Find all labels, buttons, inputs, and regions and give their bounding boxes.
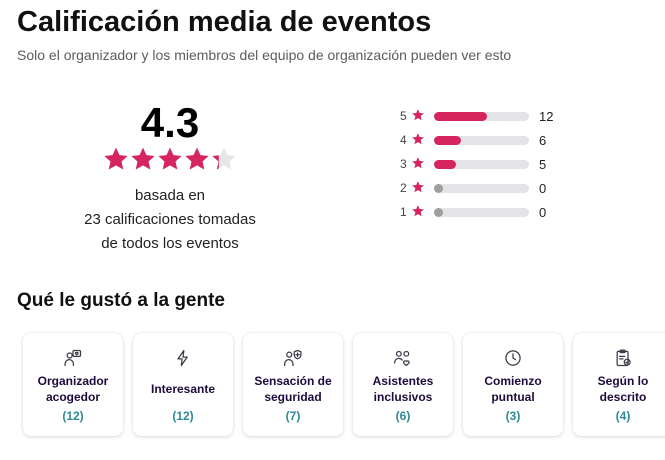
average-rating-value: 4.3 (140, 99, 200, 146)
distribution-bar (434, 135, 529, 145)
distribution-star-label: 3 (400, 157, 407, 171)
distribution-row-2: 2 0 (400, 176, 660, 200)
liked-card[interactable]: Asistentes inclusivos (6) (353, 333, 453, 436)
rating-basis-line: de todos los eventos (101, 235, 239, 252)
distribution-bar (434, 111, 529, 121)
star-icon (411, 108, 427, 124)
distribution-row-3: 3 5 (400, 152, 660, 176)
liked-card[interactable]: Según lo descrito (4) (573, 333, 665, 436)
distribution-count: 12 (539, 108, 554, 124)
page-title: Calificación media de eventos (17, 6, 432, 38)
distribution-star-label: 5 (400, 109, 407, 123)
rating-basis-line: basada en (134, 187, 206, 204)
star-icon (411, 180, 427, 196)
heart-chat-person-icon (62, 347, 84, 369)
rating-star-icon (158, 147, 182, 170)
distribution-star-label: 2 (400, 181, 407, 195)
liked-card[interactable]: Comienzo puntual (3) (463, 333, 563, 436)
distribution-bar-fill (434, 207, 443, 217)
distribution-bar (434, 183, 529, 193)
distribution-count: 0 (539, 180, 547, 196)
distribution-star-label: 1 (400, 205, 407, 219)
distribution-star-label: 4 (400, 133, 407, 147)
liked-card-label: Organizador acogedor (37, 374, 109, 404)
rating-star-icon (185, 147, 209, 170)
distribution-count: 5 (539, 156, 547, 172)
average-rating-stars (40, 146, 300, 172)
distribution-bar-fill (434, 159, 457, 169)
distribution-row-1: 1 0 (400, 200, 660, 224)
liked-card-count: (3) (505, 409, 521, 423)
distribution-count: 6 (539, 132, 547, 148)
liked-card[interactable]: Sensación de seguridad (7) (243, 333, 343, 436)
liked-card-label: Sensación de seguridad (254, 374, 332, 404)
clipboard-check-icon (612, 347, 634, 369)
liked-card-count: (12) (62, 409, 84, 423)
rating-basis-text: basada en 23 calificaciones tomadas de t… (40, 184, 300, 256)
liked-card-label: Asistentes inclusivos (372, 374, 434, 404)
star-icon (411, 156, 427, 172)
shield-person-icon (282, 347, 304, 369)
average-rating-summary: 4.3 basada en 23 calificaciones tomadas … (40, 100, 300, 256)
liked-card[interactable]: Organizador acogedor (12) (23, 333, 123, 436)
clock-icon (502, 347, 524, 369)
rating-basis-line: 23 calificaciones tomadas (84, 211, 256, 228)
distribution-bar (434, 159, 529, 169)
liked-card-label: Interesante (150, 382, 216, 396)
distribution-count: 0 (539, 204, 547, 220)
section-title-liked: Qué le gustó a la gente (17, 290, 225, 311)
rating-star-icon (131, 147, 155, 170)
rating-star-icon (212, 147, 236, 170)
liked-card-count: (4) (615, 409, 631, 423)
distribution-bar-fill (434, 135, 461, 145)
distribution-bar-fill (434, 111, 487, 121)
distribution-bar (434, 207, 529, 217)
liked-card-count: (7) (285, 409, 301, 423)
liked-card-label: Comienzo puntual (484, 374, 542, 404)
distribution-row-4: 4 6 (400, 128, 660, 152)
liked-card[interactable]: Interesante (12) (133, 333, 233, 436)
page-subtitle: Solo el organizador y los miembros del e… (17, 47, 512, 63)
rating-distribution: 5 12 4 6 3 5 2 0 1 0 (400, 104, 660, 224)
rating-star-icon (104, 147, 128, 170)
liked-card-label: Según lo descrito (597, 374, 649, 404)
distribution-row-5: 5 12 (400, 104, 660, 128)
distribution-bar-fill (434, 183, 443, 193)
liked-card-count: (12) (172, 409, 194, 423)
liked-cards: Organizador acogedor (12) Interesante (1… (23, 333, 665, 436)
star-icon (411, 204, 427, 220)
people-heart-icon (392, 347, 414, 369)
liked-card-count: (6) (395, 409, 411, 423)
lightning-icon (172, 347, 194, 369)
star-icon (411, 132, 427, 148)
